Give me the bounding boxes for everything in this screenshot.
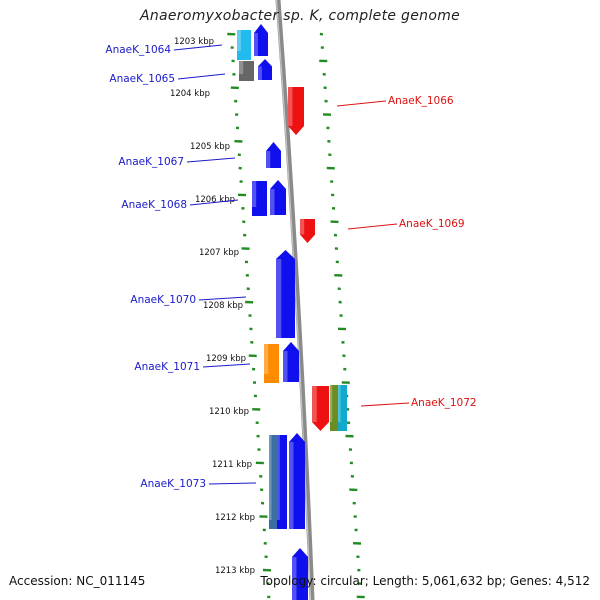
gene-body bbox=[276, 250, 295, 338]
gene-body bbox=[254, 24, 268, 56]
ruler-label: 1207 kbp bbox=[199, 248, 239, 258]
gene-1068-left bbox=[252, 181, 267, 216]
gene-label: AnaeK_1064 bbox=[105, 44, 171, 56]
label-leader-line bbox=[360, 402, 410, 407]
gene-shade bbox=[269, 435, 272, 520]
label-leader-line bbox=[347, 223, 398, 230]
gene-label: AnaeK_1073 bbox=[140, 478, 206, 490]
gene-1071-left bbox=[264, 344, 279, 383]
gene-1072-olive bbox=[330, 385, 338, 431]
ruler-label: 1212 kbp bbox=[215, 513, 255, 523]
label-leader-line bbox=[173, 44, 223, 51]
gene-label: AnaeK_1067 bbox=[118, 156, 184, 168]
gene-1073 bbox=[289, 433, 305, 529]
gene-body bbox=[264, 344, 279, 383]
backbone-highlight bbox=[275, 0, 312, 600]
gene-label: AnaeK_1065 bbox=[109, 73, 175, 85]
gene-1074-partial bbox=[292, 548, 308, 600]
gene-shade bbox=[252, 181, 257, 207]
gene-shade bbox=[270, 189, 275, 215]
gene-shade bbox=[289, 442, 294, 529]
gene-1067 bbox=[266, 142, 281, 168]
gene-body bbox=[288, 87, 304, 135]
gene-1072-teal bbox=[338, 385, 347, 431]
gene-body bbox=[283, 342, 299, 382]
gene-shade bbox=[283, 351, 288, 382]
gene-1065 bbox=[258, 59, 272, 80]
gene-shade bbox=[277, 435, 280, 520]
gene-body bbox=[239, 61, 254, 81]
gene-1070 bbox=[276, 250, 295, 338]
gene-body bbox=[270, 180, 286, 215]
gene-body bbox=[252, 181, 267, 216]
ruler-label: 1205 kbp bbox=[190, 142, 230, 152]
gene-1065-left bbox=[239, 61, 254, 81]
gene-body bbox=[269, 435, 278, 529]
map-title: Anaeromyxobacter sp. K, complete genome bbox=[139, 8, 461, 24]
label-leader-line bbox=[208, 482, 257, 485]
gene-shade bbox=[258, 66, 262, 80]
gene-1064 bbox=[254, 24, 268, 56]
gene-shade bbox=[254, 33, 258, 56]
gene-shade bbox=[264, 344, 269, 374]
gene-shade bbox=[237, 30, 241, 51]
ruler-label: 1213 kbp bbox=[215, 566, 255, 576]
inner-tick-marks bbox=[227, 32, 272, 599]
gene-body bbox=[300, 219, 315, 243]
gene-label: AnaeK_1068 bbox=[121, 199, 187, 211]
ruler-label: 1206 kbp bbox=[195, 195, 235, 205]
gene-shade bbox=[312, 386, 317, 422]
gene-label: AnaeK_1066 bbox=[388, 95, 454, 107]
gene-label: AnaeK_1069 bbox=[399, 218, 465, 230]
gene-1071 bbox=[283, 342, 299, 382]
gene-label: AnaeK_1072 bbox=[411, 397, 477, 409]
gene-labels: AnaeK_1064 AnaeK_1065 AnaeK_1066 AnaeK_1067… bbox=[105, 44, 476, 490]
gene-shade bbox=[330, 385, 333, 422]
label-leader-line bbox=[336, 100, 387, 107]
gene-1066 bbox=[288, 87, 304, 135]
gene-label: AnaeK_1070 bbox=[130, 294, 196, 306]
topology-text: Topology: circular; Length: 5,061,632 bp… bbox=[260, 574, 590, 588]
genome-backbone bbox=[275, 0, 315, 600]
ruler-label: 1209 kbp bbox=[206, 354, 246, 364]
gene-label: AnaeK_1071 bbox=[134, 361, 200, 373]
gene-body bbox=[237, 30, 251, 60]
gene-1073-steel bbox=[269, 435, 278, 529]
gene-body bbox=[277, 435, 287, 529]
gene-1068 bbox=[270, 180, 286, 215]
gene-body bbox=[266, 142, 281, 168]
label-leader-line bbox=[186, 157, 236, 163]
gene-shade bbox=[292, 557, 297, 600]
gene-body bbox=[258, 59, 272, 80]
gene-shade bbox=[300, 219, 305, 235]
ruler-label: 1210 kbp bbox=[209, 407, 249, 417]
kbp-ruler: 1203 kbp 1204 kbp 1205 kbp 1206 kbp 1207 kbp… bbox=[170, 37, 255, 576]
gene-1072 bbox=[312, 386, 329, 431]
gene-body bbox=[312, 386, 329, 431]
gene-body bbox=[289, 433, 305, 529]
gene-body bbox=[338, 385, 347, 431]
label-leader-line bbox=[202, 363, 251, 368]
gene-features bbox=[237, 24, 347, 600]
gene-shade bbox=[239, 61, 244, 74]
gene-1073-blue bbox=[277, 435, 287, 529]
ruler-label: 1204 kbp bbox=[170, 89, 210, 99]
gene-shade bbox=[288, 87, 293, 126]
outer-tick-marks bbox=[319, 32, 365, 599]
gene-shade bbox=[276, 259, 282, 338]
label-leader-line bbox=[198, 296, 247, 301]
gene-body bbox=[330, 385, 338, 431]
gene-shade bbox=[266, 151, 271, 168]
accession-text: Accession: NC_011145 bbox=[9, 574, 146, 588]
ruler-label: 1211 kbp bbox=[212, 460, 252, 470]
gene-1064-left bbox=[237, 30, 251, 60]
gene-shade bbox=[338, 385, 341, 422]
ruler-label: 1208 kbp bbox=[203, 301, 243, 311]
label-leader-line bbox=[189, 199, 239, 206]
ruler-label: 1203 kbp bbox=[174, 37, 214, 47]
gene-body bbox=[292, 548, 308, 600]
gene-1069 bbox=[300, 219, 315, 243]
label-leader-line bbox=[177, 73, 226, 80]
